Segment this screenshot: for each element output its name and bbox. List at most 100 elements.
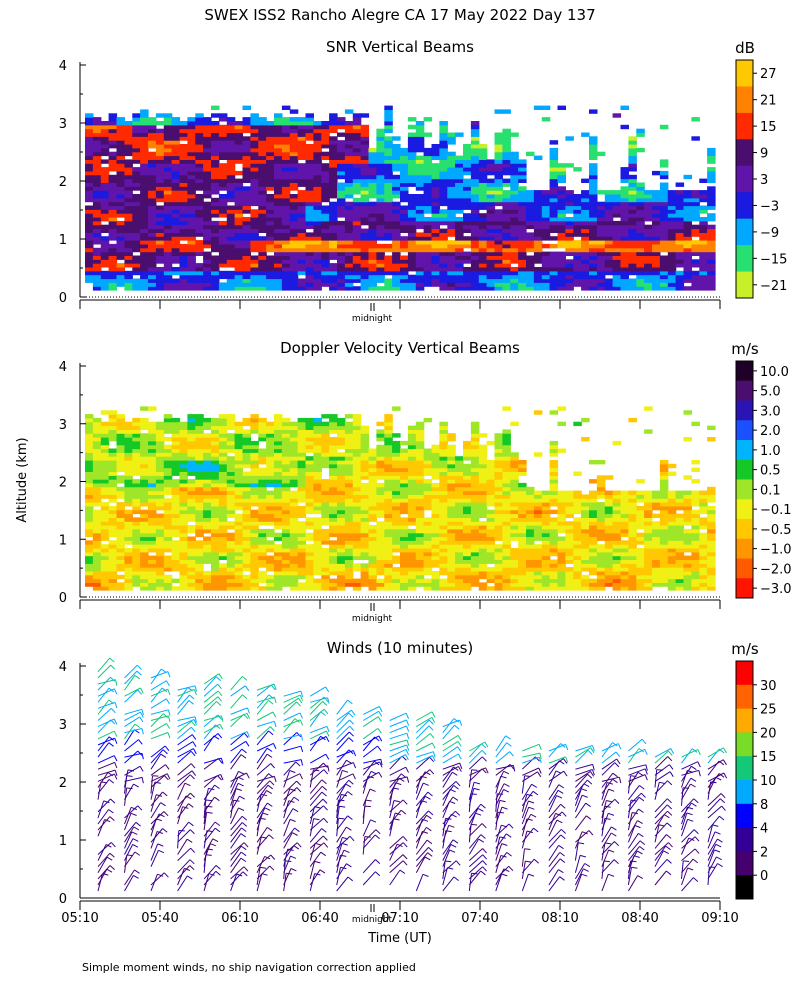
heatmap-cell (415, 502, 425, 507)
heatmap-cell (274, 155, 283, 160)
heatmap-cell (171, 194, 181, 199)
heatmap-cell (470, 220, 480, 226)
heatmap-cell (337, 224, 346, 230)
heatmap-cell (195, 425, 204, 430)
heatmap-cell (179, 182, 188, 187)
heatmap-cell (589, 224, 598, 230)
heatmap-cell (368, 240, 377, 245)
heatmap-cell (171, 182, 181, 187)
heatmap-cell (431, 498, 440, 503)
heatmap-cell (447, 270, 456, 276)
heatmap-cell (132, 267, 141, 272)
heatmap-cell (494, 274, 503, 280)
heatmap-cell (321, 513, 330, 518)
heatmap-cell (305, 521, 314, 526)
heatmap-cell (124, 574, 133, 580)
heatmap-cell (281, 174, 291, 180)
heatmap-cell (218, 220, 228, 226)
heatmap-cell (281, 471, 291, 476)
heatmap-cell (384, 197, 393, 203)
heatmap-cell (179, 548, 188, 553)
heatmap-cell (636, 224, 645, 230)
heatmap-cell (242, 563, 251, 568)
heatmap-cell (132, 479, 141, 484)
heatmap-cell (423, 159, 433, 164)
heatmap-cell (179, 167, 188, 172)
heatmap-cell (423, 224, 433, 230)
heatmap-cell (163, 270, 173, 276)
heatmap-cell (211, 259, 220, 264)
heatmap-cell (100, 517, 110, 522)
heatmap-cell (195, 213, 204, 218)
heatmap-cell (218, 574, 228, 580)
heatmap-cell (510, 267, 519, 272)
heatmap-cell (195, 421, 204, 427)
heatmap-cell (155, 267, 165, 272)
heatmap-cell (148, 452, 157, 457)
heatmap-cell (195, 128, 204, 134)
heatmap-cell (171, 174, 181, 180)
heatmap-cell (289, 559, 299, 564)
heatmap-cell (155, 486, 165, 492)
heatmap-cell (179, 136, 188, 141)
heatmap-cell (337, 147, 346, 153)
heatmap-cell (250, 567, 259, 572)
heatmap-cell (352, 482, 362, 488)
heatmap-cell (415, 140, 425, 145)
heatmap-cell (297, 471, 307, 476)
heatmap-cell (659, 243, 669, 249)
heatmap-cell (289, 117, 299, 122)
heatmap-cell (195, 563, 204, 568)
heatmap-cell (258, 467, 267, 472)
heatmap-cell (187, 467, 196, 472)
heatmap-cell (384, 247, 393, 253)
heatmap-cell (360, 282, 370, 287)
heatmap-cell (171, 555, 181, 560)
heatmap-cell (266, 540, 275, 545)
heatmap-cell (455, 159, 464, 164)
heatmap-cell (510, 194, 519, 199)
colorbar-swatch (736, 192, 753, 220)
heatmap-cell (510, 209, 519, 214)
heatmap-cell (644, 194, 653, 199)
heatmap-cell (242, 479, 251, 484)
heatmap-cell (675, 224, 685, 230)
heatmap-cell (258, 494, 267, 499)
heatmap-cell (321, 448, 330, 453)
heatmap-cell (486, 259, 496, 264)
heatmap-cell (100, 205, 110, 210)
heatmap-cell (266, 544, 275, 549)
heatmap-cell (305, 440, 314, 446)
heatmap-cell (352, 475, 362, 480)
heatmap-cell (400, 482, 409, 488)
heatmap-cell (612, 270, 622, 276)
heatmap-cell (187, 228, 196, 233)
heatmap-cell (344, 274, 354, 280)
heatmap-cell (281, 251, 291, 256)
heatmap-cell (132, 151, 141, 157)
heatmap-cell (400, 494, 409, 499)
heatmap-cell (250, 255, 259, 260)
heatmap-cell (423, 460, 433, 465)
heatmap-cell (321, 209, 330, 214)
heatmap-cell (384, 128, 393, 134)
heatmap-cell (148, 425, 157, 430)
heatmap-cell (384, 548, 393, 553)
heatmap-cell (108, 513, 118, 518)
heatmap-cell (92, 586, 102, 591)
heatmap-cell (321, 440, 330, 446)
heatmap-cell (85, 140, 94, 145)
heatmap-cell (100, 563, 110, 568)
heatmap-cell (226, 563, 236, 568)
heatmap-cell (360, 521, 370, 526)
heatmap-cell (518, 228, 527, 233)
heatmap-cell (565, 217, 574, 222)
heatmap-cell (171, 140, 181, 145)
heatmap-cell (400, 463, 409, 469)
heatmap-cell (344, 563, 354, 568)
heatmap-cell (274, 456, 283, 461)
heatmap-cell (92, 548, 102, 553)
heatmap-cell (376, 128, 385, 134)
heatmap-cell (439, 456, 448, 461)
heatmap-cell (415, 128, 425, 134)
